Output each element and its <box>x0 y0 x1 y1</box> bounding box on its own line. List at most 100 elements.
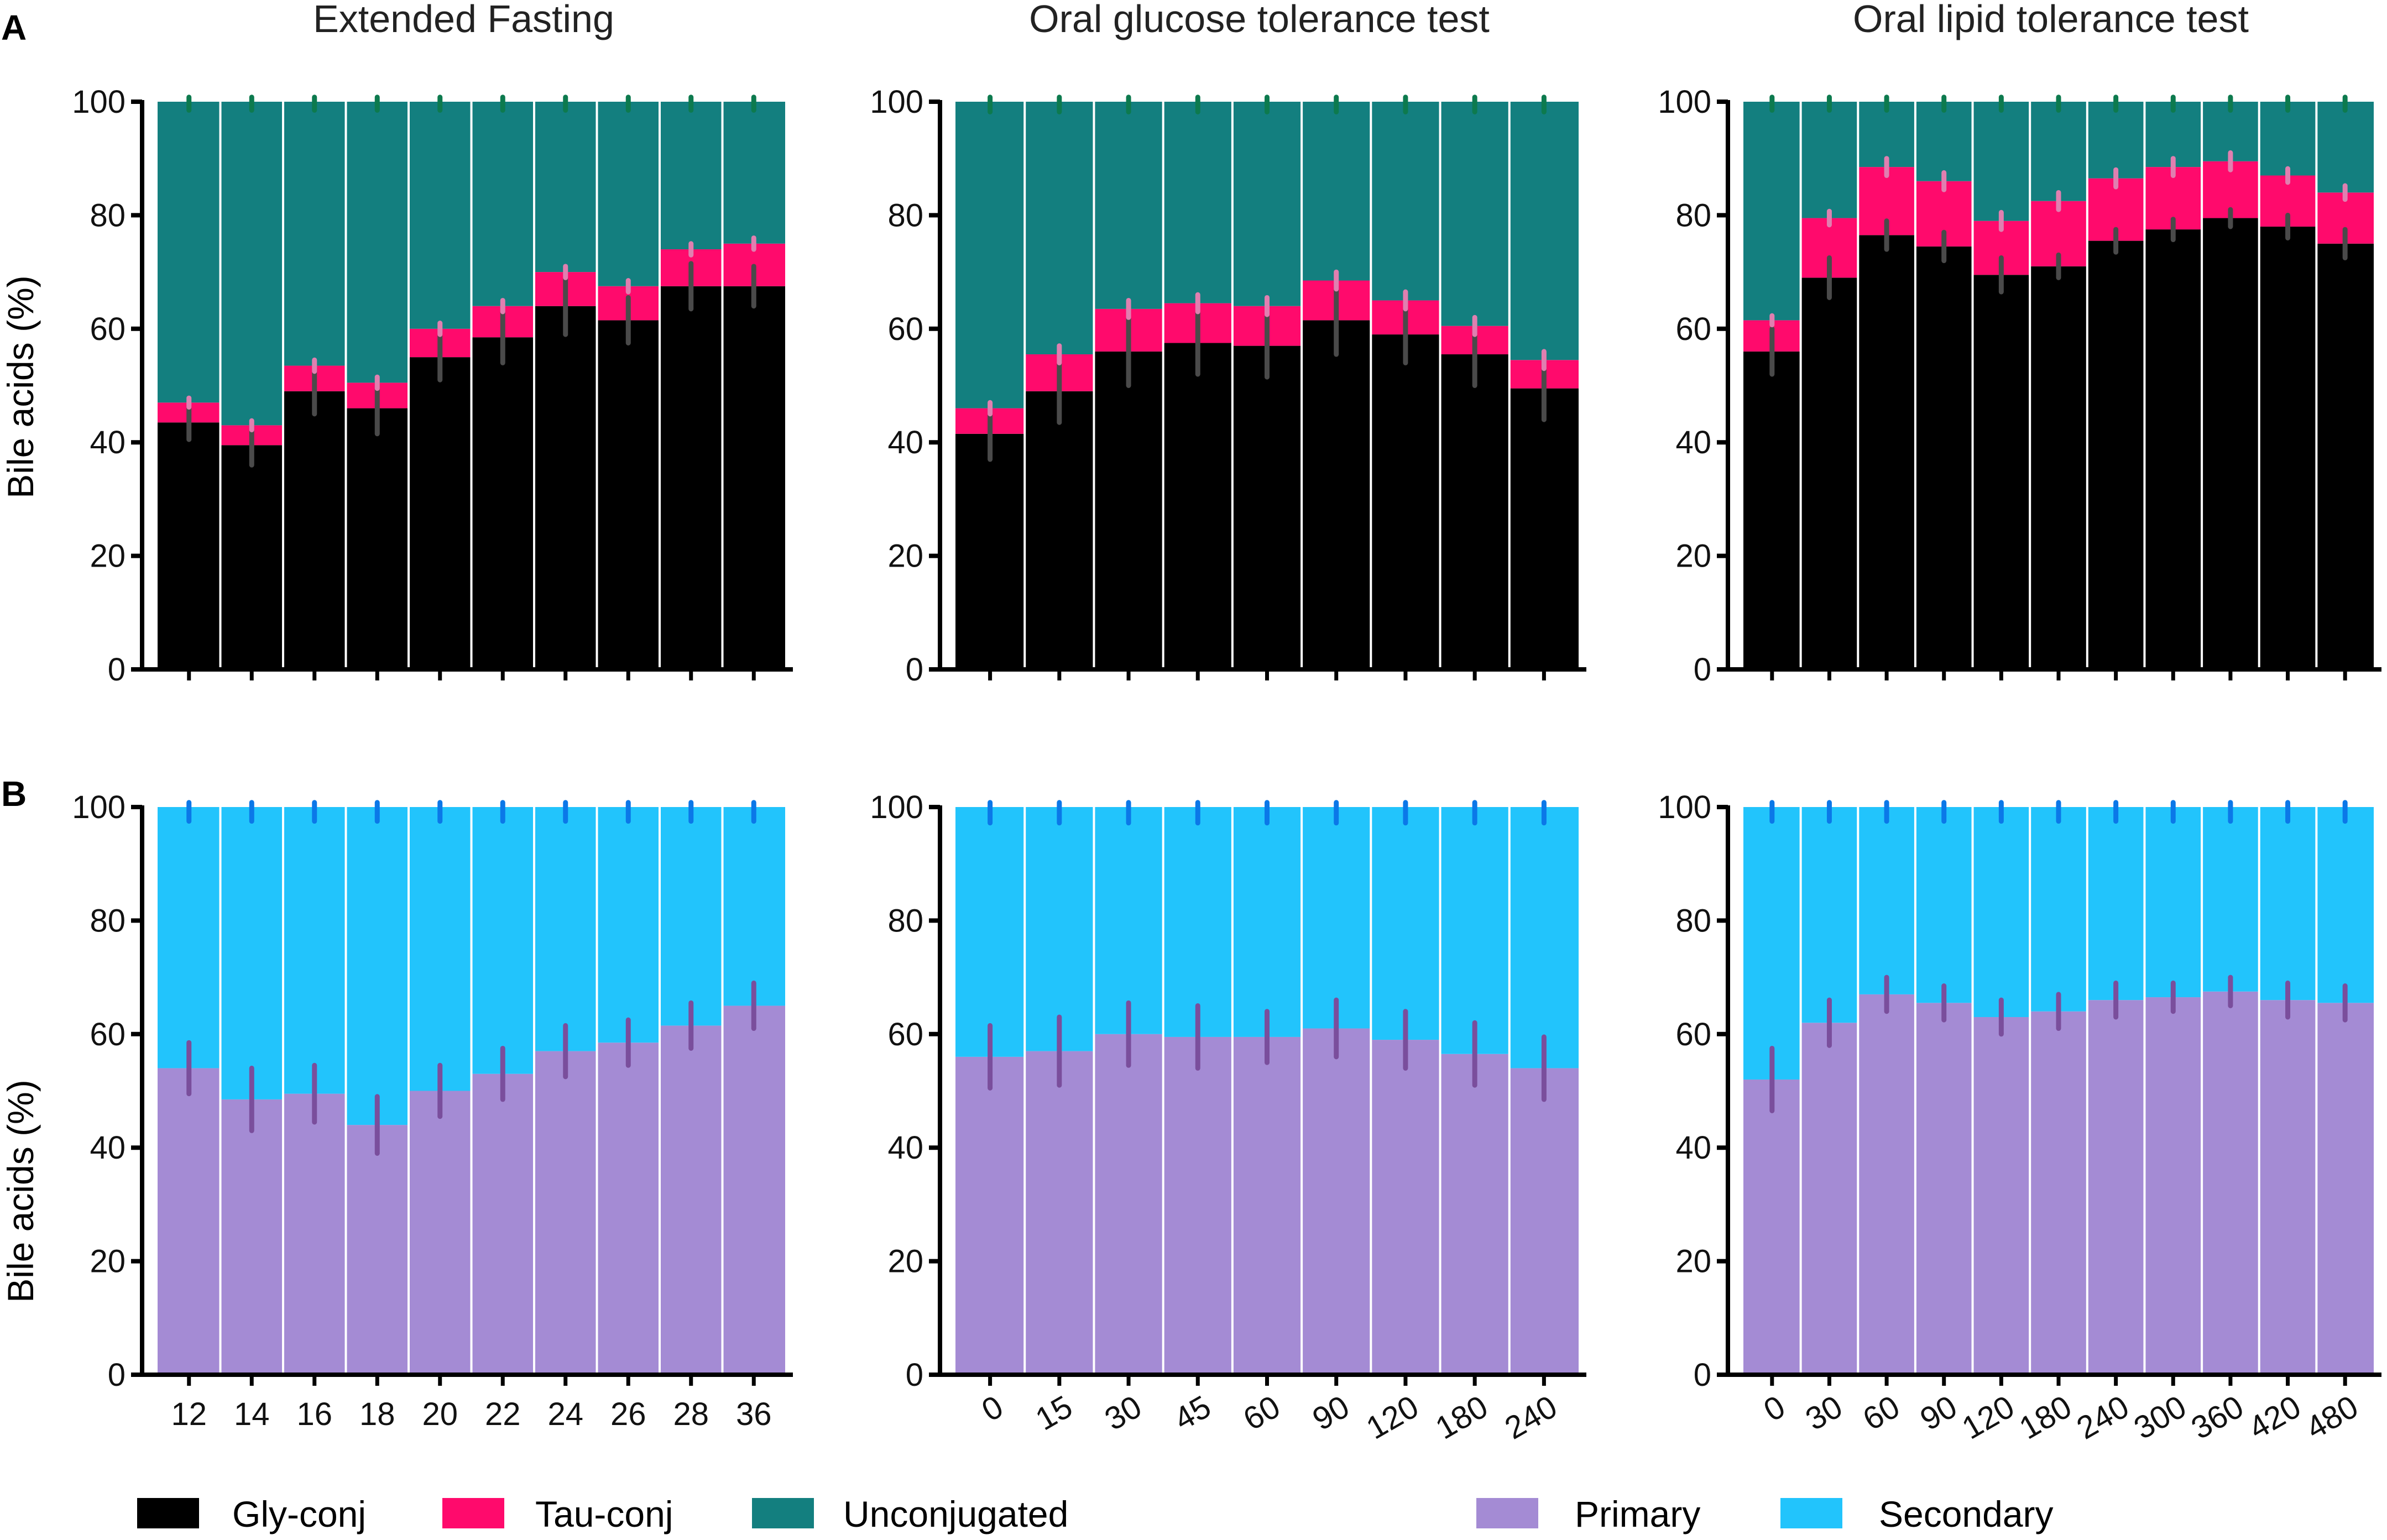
bar-gly-conj-180 <box>1440 354 1509 669</box>
bar-unconjugated-240 <box>2087 102 2145 179</box>
bar-gly-conj-360 <box>2202 218 2259 669</box>
x-tick-label: 480 <box>2300 1389 2364 1447</box>
y-tick-label: 0 <box>108 1357 126 1393</box>
bar-secondary-120 <box>1371 807 1440 1040</box>
y-tick-label: 0 <box>1694 652 1711 688</box>
bar-primary-15 <box>1025 1051 1094 1375</box>
bar-gly-conj-18 <box>346 408 409 669</box>
x-tick-label: 24 <box>547 1396 583 1432</box>
bar-unconjugated-22 <box>471 102 534 306</box>
bar-gly-conj-420 <box>2259 226 2317 669</box>
bar-unconjugated-90 <box>1302 102 1371 281</box>
y-tick-label: 80 <box>90 903 126 939</box>
y-tick-label: 60 <box>887 311 923 347</box>
bar-primary-420 <box>2259 1000 2317 1375</box>
y-tick-label: 20 <box>887 1244 923 1280</box>
bar-secondary-60 <box>1232 807 1302 1037</box>
bar-secondary-12 <box>158 807 221 1068</box>
bar-unconjugated-90 <box>1915 102 1973 181</box>
chart-panel-b-1: 0 20 40 60 80 100 12 14 16 18 20 22 24 26 28 36 <box>72 789 793 1432</box>
x-tick-label: 120 <box>1956 1389 2020 1447</box>
bar-secondary-45 <box>1163 807 1232 1037</box>
x-tick-label: 26 <box>610 1396 646 1432</box>
bar-primary-300 <box>2144 997 2202 1375</box>
legend-swatch-tau-conj <box>442 1498 504 1528</box>
x-tick-label: 12 <box>171 1396 207 1432</box>
bar-unconjugated-36 <box>722 102 785 244</box>
x-tick-label: 360 <box>2185 1389 2249 1447</box>
x-tick-label: 0 <box>1758 1389 1791 1428</box>
x-tick-label: 120 <box>1360 1389 1424 1447</box>
bar-primary-12 <box>158 1068 221 1375</box>
legend-swatch-secondary <box>1780 1498 1842 1528</box>
bar-secondary-240 <box>2087 807 2145 1001</box>
bar-secondary-20 <box>409 807 472 1091</box>
bar-secondary-360 <box>2202 807 2259 992</box>
bar-unconjugated-45 <box>1163 102 1232 303</box>
bar-primary-45 <box>1163 1036 1232 1375</box>
y-tick-label: 100 <box>1658 84 1711 120</box>
bar-unconjugated-0 <box>955 102 1025 408</box>
bar-primary-360 <box>2202 991 2259 1375</box>
bar-gly-conj-36 <box>722 286 785 669</box>
y-tick-label: 40 <box>887 425 923 460</box>
y-tick-label: 0 <box>108 652 126 688</box>
bar-secondary-240 <box>1509 807 1579 1068</box>
bar-primary-0 <box>955 1056 1025 1375</box>
bar-gly-conj-60 <box>1232 345 1302 669</box>
bar-primary-240 <box>2087 1000 2145 1375</box>
bar-primary-26 <box>597 1043 660 1375</box>
x-tick-label: 30 <box>1800 1389 1848 1438</box>
bar-unconjugated-14 <box>220 102 283 426</box>
bar-unconjugated-240 <box>1509 102 1579 360</box>
y-tick-label: 40 <box>90 1130 126 1166</box>
bar-gly-conj-20 <box>409 357 472 669</box>
x-tick-label: 28 <box>673 1396 709 1432</box>
y-tick-label: 20 <box>90 1244 126 1280</box>
bar-unconjugated-180 <box>1440 102 1509 326</box>
bar-secondary-120 <box>1972 807 2030 1017</box>
bar-unconjugated-480 <box>2316 102 2374 193</box>
y-tick-label: 20 <box>90 538 126 574</box>
legend-label-gly-conj: Gly-conj <box>232 1494 366 1534</box>
bar-secondary-0 <box>955 807 1025 1057</box>
bar-gly-conj-22 <box>471 337 534 669</box>
chart-panel-a-1: Extended Fasting 0 20 40 60 80 100 <box>72 0 793 688</box>
chart-panel-a-2: Oral glucose tolerance test 0 20 40 60 80 100 <box>870 0 1586 688</box>
chart-title: Extended Fasting <box>313 0 614 40</box>
bar-gly-conj-26 <box>597 320 660 669</box>
panel-label-a: A <box>1 8 27 48</box>
bar-primary-14 <box>220 1099 283 1375</box>
bar-secondary-14 <box>220 807 283 1099</box>
y-tick-label: 100 <box>870 84 923 120</box>
legend-label-primary: Primary <box>1575 1494 1700 1534</box>
y-tick-label: 20 <box>1675 538 1711 574</box>
bar-gly-conj-30 <box>1094 351 1163 669</box>
bar-secondary-0 <box>1743 807 1801 1080</box>
legend-label-tau-conj: Tau-conj <box>535 1494 673 1534</box>
bar-gly-conj-90 <box>1915 246 1973 669</box>
y-tick-label: 40 <box>887 1130 923 1166</box>
legend-conjugation: Gly-conj Tau-conj Unconjugated <box>137 1494 1068 1534</box>
x-tick-label: 0 <box>976 1389 1009 1428</box>
legend-origin: Primary Secondary <box>1476 1494 2054 1534</box>
bar-primary-22 <box>471 1073 534 1375</box>
bar-secondary-24 <box>534 807 597 1051</box>
bar-gly-conj-240 <box>1509 388 1579 669</box>
x-tick-label: 60 <box>1857 1389 1905 1438</box>
y-axis-title-row-a: Bile acids (%) <box>0 275 41 498</box>
bar-primary-60 <box>1858 994 1915 1375</box>
bar-secondary-30 <box>1094 807 1163 1034</box>
x-tick-label: 240 <box>2071 1389 2135 1447</box>
bar-gly-conj-480 <box>2316 243 2374 669</box>
bar-secondary-180 <box>2030 807 2087 1012</box>
y-tick-label: 100 <box>1658 789 1711 825</box>
bar-primary-18 <box>346 1125 409 1375</box>
chart-title: Oral glucose tolerance test <box>1029 0 1490 40</box>
bar-gly-conj-15 <box>1025 391 1094 669</box>
bar-primary-120 <box>1972 1017 2030 1375</box>
x-tick-label: 240 <box>1499 1389 1563 1447</box>
y-tick-label: 60 <box>1675 311 1711 347</box>
y-tick-label: 100 <box>72 84 126 120</box>
